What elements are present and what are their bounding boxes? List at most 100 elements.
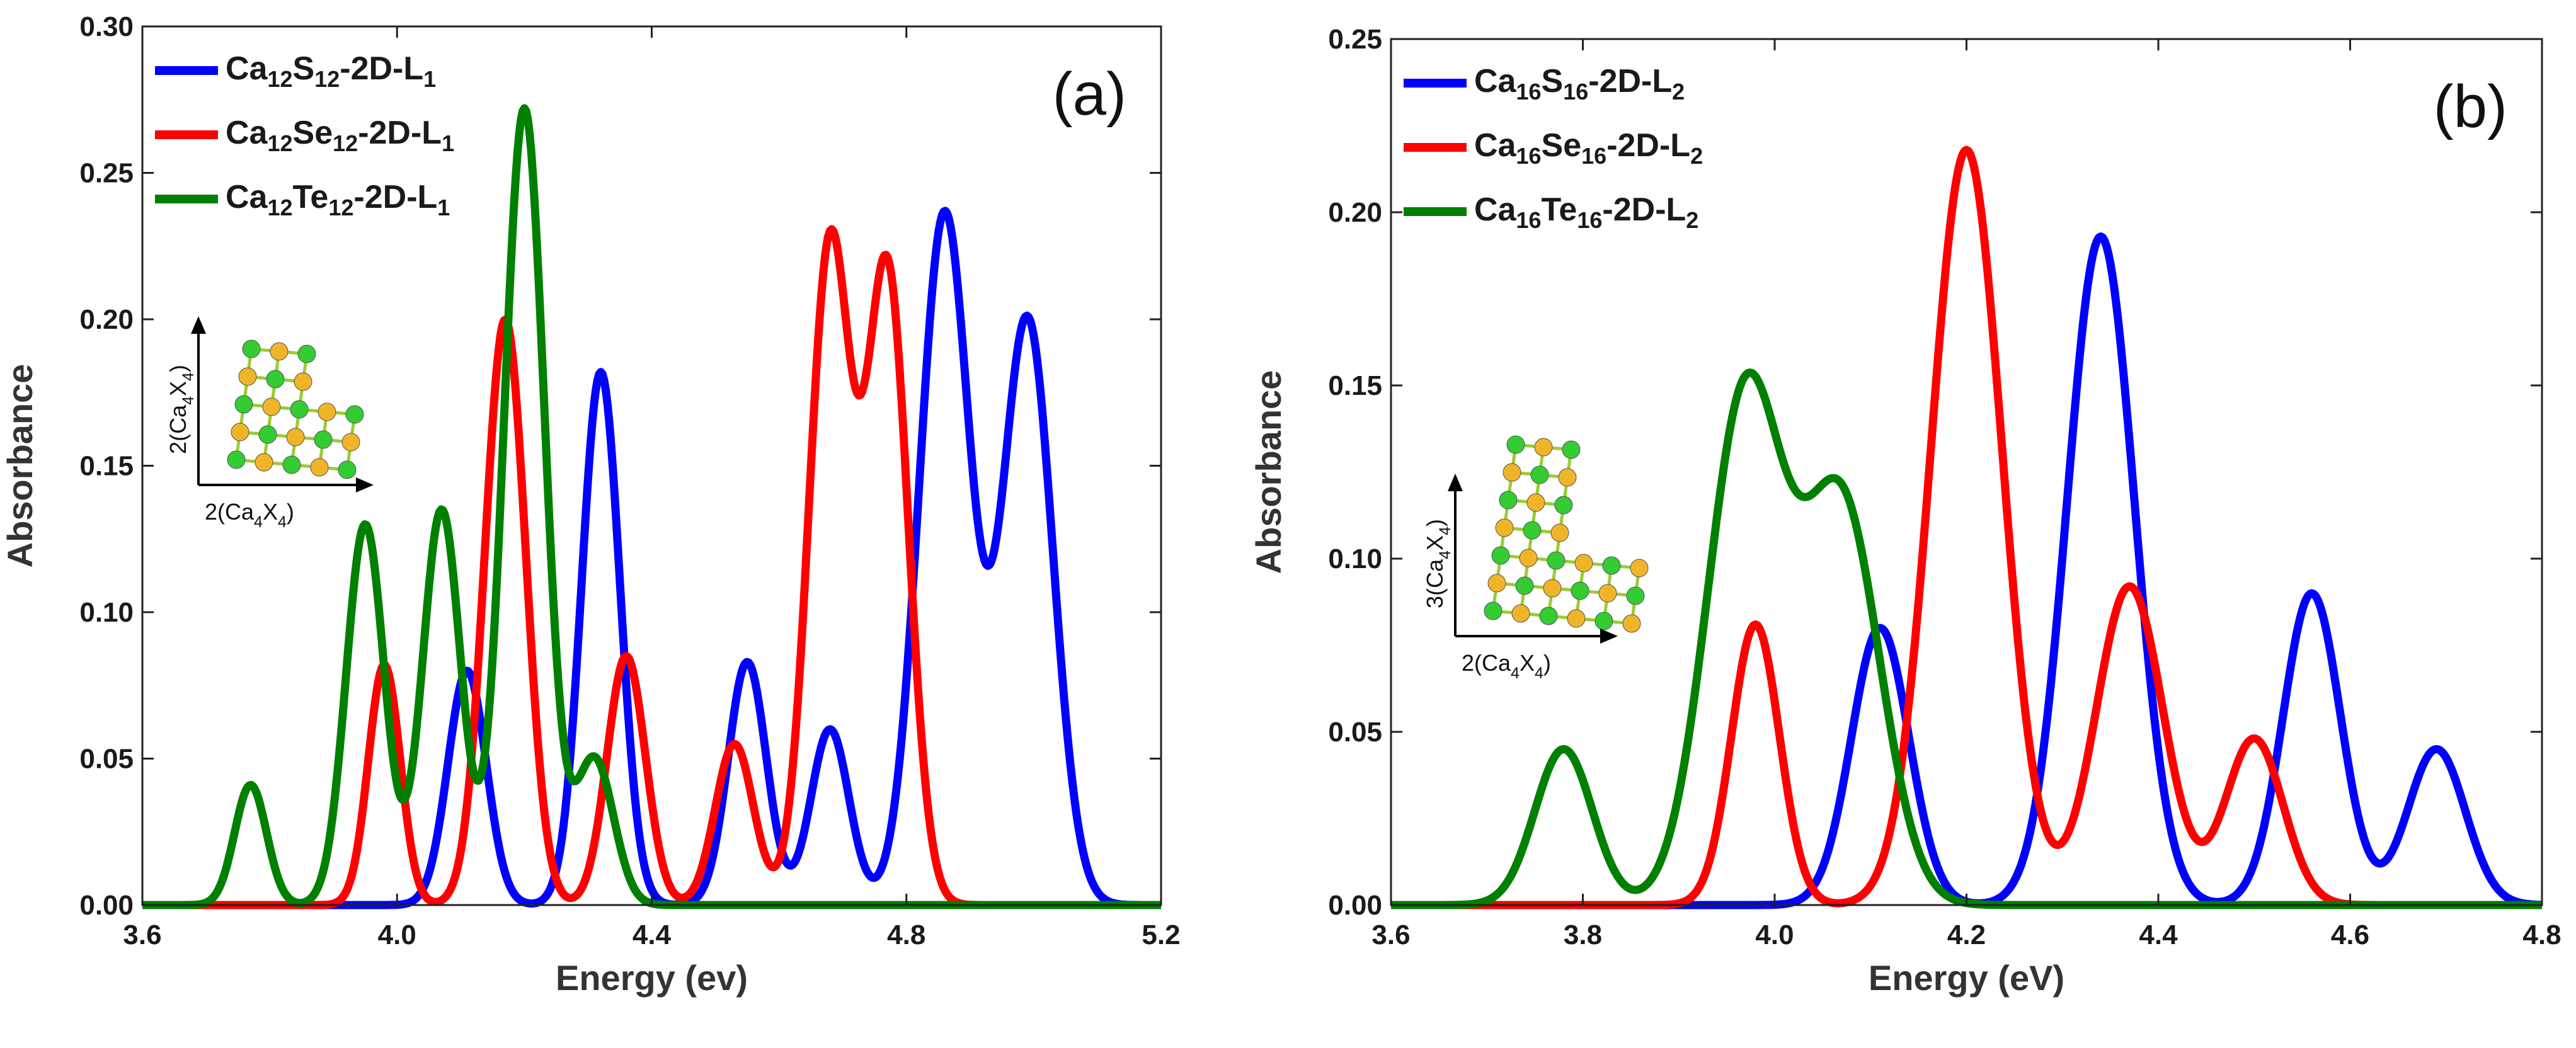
atom [1487,574,1506,593]
y-tick-label: 0.10 [79,597,134,628]
x-tick-label: 4.2 [1947,920,1986,950]
x-tick-label: 4.6 [2331,920,2369,950]
panel-label: (a) [1053,60,1126,128]
x-axis-label: Energy (eV) [1869,958,2064,998]
atom [1491,546,1510,565]
inset-structure: 2(Ca4X4) 2(Ca4X4) [165,316,374,531]
atom [338,460,357,479]
x-tick-label: 4.0 [1755,920,1794,950]
y-tick-label: 0.25 [1328,24,1382,55]
atom [1558,468,1577,487]
chart-panel-b: 3.6 3.8 4.0 4.2 4.4 4.6 4.8 0.00 0.05 0.10 0.15 0.2… [1249,24,2562,998]
atom [1511,604,1530,623]
x-tick-label: 3.6 [123,920,161,950]
atom [1526,493,1545,512]
y-tick-label: 0.05 [79,744,134,775]
x-tick-label: 3.8 [1564,920,1602,950]
x-tick-label: 4.0 [378,920,416,950]
inset-y-arrowhead [1448,474,1463,491]
inset-x-arrowhead [356,477,374,493]
atom [1622,614,1641,633]
inset-structure: 2(Ca4X4) 3(Ca4X4) [1422,435,1649,682]
atom [1506,435,1525,454]
atom [310,458,329,477]
legend-label-2: Ca16Te16-2D-L2 [1474,191,1698,233]
y-tick-label: 0.10 [1328,544,1382,574]
atom [1602,556,1621,575]
atom [1554,496,1573,515]
atom [262,397,281,416]
y-tick-label: 0.15 [79,451,134,482]
atom [1550,523,1569,542]
atom [1495,518,1514,537]
atom [1523,521,1542,540]
inset-y-label: 3(Ca4X4) [1422,519,1454,608]
atom [341,433,360,452]
inset-y-label: 2(Ca4X4) [165,365,197,454]
atom [1484,601,1503,620]
atom [1543,579,1562,598]
atom [1547,551,1566,570]
atom [234,395,253,414]
legend-label-1: Ca16Se16-2D-L2 [1474,127,1703,169]
x-tick-label: 4.8 [887,920,925,950]
atom [1534,438,1553,457]
atom [1519,549,1538,567]
y-tick-label: 0.00 [79,890,134,921]
atom [242,339,261,358]
series-line-0 [1388,232,2545,909]
atom [290,400,309,419]
atom [1574,554,1593,572]
atom [1515,576,1534,595]
x-tick-label: 5.2 [1142,920,1180,950]
atom [1598,584,1617,603]
atom [238,367,257,386]
y-axis-label: Absorbance [0,364,40,568]
atom [266,370,285,389]
legend-label-1: Ca12Se12-2D-L1 [226,115,454,156]
atom [1562,440,1581,459]
atom [1630,559,1649,578]
atom [258,425,277,444]
atom [282,455,301,474]
atom [286,428,305,447]
atom [231,423,249,441]
atom [1499,491,1518,510]
x-tick-label: 3.6 [1371,920,1410,950]
atom [318,402,336,421]
chart-panel-a: 3.6 4.0 4.4 4.8 5.2 0.00 0.05 0.10 0.15 0.20 0.25 0… [0,11,1181,998]
y-tick-label: 0.05 [1328,717,1382,748]
atom [1539,607,1558,625]
legend-label-0: Ca12S12-2D-L1 [226,50,436,92]
atom [1567,609,1586,628]
x-tick-label: 4.4 [2139,920,2178,950]
inset-x-label: 2(Ca4X4) [205,499,294,531]
y-tick-label: 0.25 [79,158,134,189]
atom [1503,463,1521,482]
panel-label: (b) [2434,73,2507,140]
atom [255,453,273,472]
y-tick-label: 0.30 [79,11,134,42]
atom [345,405,364,424]
atom [270,342,289,361]
atom [1626,586,1645,605]
x-tick-label: 4.8 [2522,920,2561,950]
legend: Ca12S12-2D-L1 Ca12Se12-2D-L1 Ca12Te12-2D-L… [155,50,454,220]
y-tick-label: 0.00 [1328,890,1382,921]
legend-label-2: Ca12Te12-2D-L1 [226,179,450,220]
series-line-1 [140,225,1164,909]
atom [294,372,312,391]
atom [1571,581,1589,600]
y-axis-label: Absorbance [1249,370,1288,574]
atom [1594,612,1613,630]
x-axis-label: Energy (ev) [556,958,748,998]
atom [297,345,316,363]
y-tick-label: 0.15 [1328,370,1382,401]
x-tick-label: 4.4 [633,920,672,950]
inset-y-arrowhead [191,316,206,334]
y-tick-label: 0.20 [1328,197,1382,228]
legend: Ca16S16-2D-L2 Ca16Se16-2D-L2 Ca16Te16-2D-L… [1404,63,1703,233]
atom [227,450,246,469]
atom [1530,465,1549,484]
